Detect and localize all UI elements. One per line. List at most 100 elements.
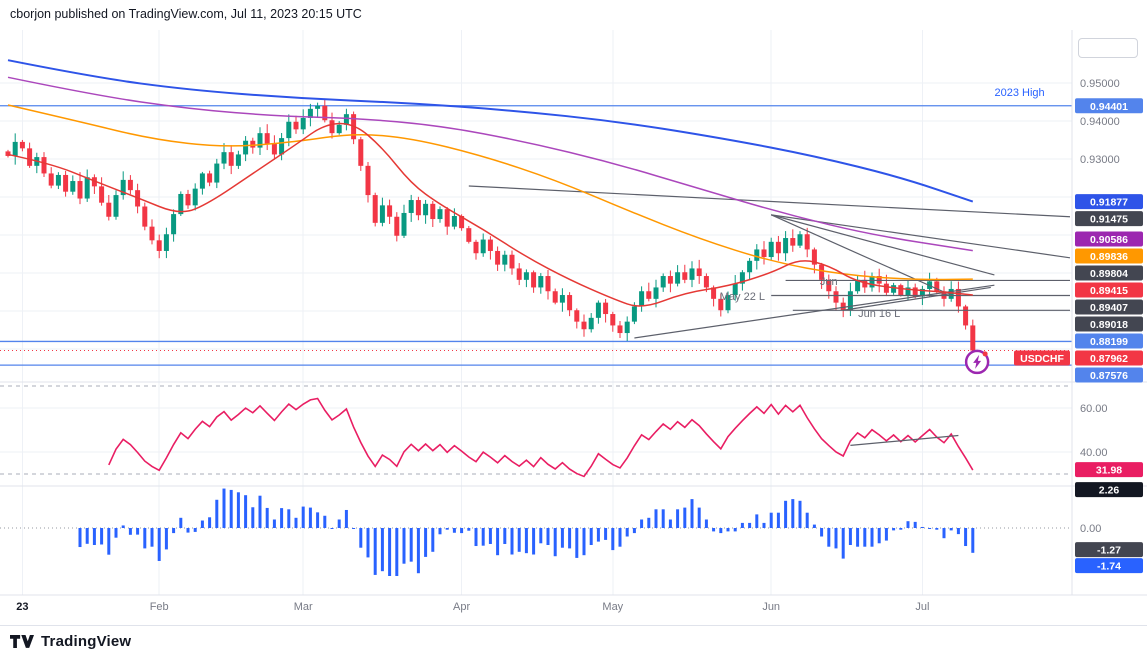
candle[interactable] [675, 272, 681, 284]
candle[interactable] [732, 283, 738, 296]
candle[interactable] [372, 195, 378, 223]
candle[interactable] [63, 174, 69, 192]
candle[interactable] [567, 295, 573, 311]
candle[interactable] [41, 157, 47, 174]
candle[interactable] [235, 154, 241, 166]
candle[interactable] [703, 276, 709, 288]
ma-slow-blue[interactable] [7, 59, 974, 203]
candles[interactable] [5, 99, 976, 353]
candle[interactable] [408, 200, 414, 213]
trendline[interactable] [771, 214, 995, 276]
rsi-line[interactable] [108, 397, 974, 478]
candle[interactable] [631, 306, 637, 322]
candle[interactable] [502, 254, 508, 265]
candle[interactable] [142, 206, 148, 227]
candle[interactable] [315, 105, 321, 109]
price-chart-canvas[interactable]: 0.95000 0.94000 0.93000 60.00 40.00 0.00 23 Feb… [0, 30, 1147, 625]
candle[interactable] [307, 108, 313, 118]
candle[interactable] [970, 325, 976, 351]
candle[interactable] [106, 202, 112, 217]
candle[interactable] [531, 272, 537, 288]
candle[interactable] [660, 276, 666, 288]
candle[interactable] [228, 152, 234, 166]
candle[interactable] [401, 212, 407, 236]
candle[interactable] [955, 288, 961, 307]
candle[interactable] [509, 254, 515, 269]
candle[interactable] [819, 264, 825, 280]
candle[interactable] [192, 188, 198, 206]
candle[interactable] [775, 241, 781, 254]
candle[interactable] [847, 291, 853, 311]
trendline[interactable] [843, 286, 991, 311]
candle[interactable] [891, 285, 897, 293]
candle[interactable] [919, 288, 925, 297]
candle[interactable] [387, 205, 393, 217]
candle[interactable] [480, 239, 486, 254]
candle[interactable] [27, 148, 33, 166]
candle[interactable] [55, 174, 61, 186]
candle[interactable] [149, 226, 155, 241]
candle[interactable] [300, 117, 306, 130]
pane-separators[interactable] [0, 30, 1147, 596]
chart-area[interactable]: 0.95000 0.94000 0.93000 60.00 40.00 0.00 23 Feb… [0, 30, 1147, 625]
candle[interactable] [163, 234, 169, 251]
horizontal-level-lines[interactable] [0, 105, 1072, 366]
candle[interactable] [804, 234, 810, 250]
candle[interactable] [898, 285, 904, 296]
candle[interactable] [459, 216, 465, 229]
candle[interactable] [696, 268, 702, 277]
candle[interactable] [811, 249, 817, 265]
candle[interactable] [559, 295, 565, 303]
candle[interactable] [876, 276, 882, 284]
candle[interactable] [394, 216, 400, 236]
candle[interactable] [653, 287, 659, 299]
candle[interactable] [286, 121, 292, 139]
tradingview-wordmark[interactable]: TradingView [41, 632, 132, 650]
candle[interactable] [19, 141, 25, 149]
tradingview-logo-icon[interactable] [10, 634, 34, 648]
idea-lightning-icon[interactable] [964, 349, 990, 375]
candle[interactable] [797, 234, 803, 246]
candle[interactable] [869, 276, 875, 288]
candle[interactable] [883, 283, 889, 293]
candle[interactable] [48, 173, 54, 186]
candle[interactable] [415, 200, 421, 216]
candle[interactable] [495, 250, 501, 265]
candle[interactable] [77, 181, 83, 199]
candle[interactable] [279, 138, 285, 155]
candle[interactable] [783, 238, 789, 254]
candle[interactable] [243, 140, 249, 155]
candle[interactable] [912, 287, 918, 297]
candle[interactable] [624, 321, 630, 334]
candle[interactable] [768, 241, 774, 258]
candle[interactable] [718, 298, 724, 311]
candle[interactable] [250, 140, 256, 148]
candle[interactable] [91, 177, 97, 187]
candle[interactable] [862, 279, 868, 288]
candle[interactable] [329, 120, 335, 134]
candle[interactable] [840, 302, 846, 311]
candle[interactable] [84, 177, 90, 199]
candle[interactable] [437, 209, 443, 220]
candle[interactable] [185, 193, 191, 206]
candle[interactable] [70, 181, 76, 192]
trendline-drawings[interactable] [468, 185, 1071, 339]
candle[interactable] [423, 203, 429, 216]
candle[interactable] [199, 173, 205, 189]
candle[interactable] [689, 268, 695, 280]
candle[interactable] [343, 114, 349, 125]
candle[interactable] [171, 214, 177, 235]
candle[interactable] [595, 302, 601, 318]
candle[interactable] [257, 133, 263, 148]
candle[interactable] [444, 209, 450, 227]
candle[interactable] [358, 139, 364, 166]
candle[interactable] [855, 279, 861, 292]
candle[interactable] [178, 193, 184, 215]
chart-toolbar-button[interactable] [1078, 38, 1138, 58]
candle[interactable] [552, 291, 558, 303]
candle[interactable] [99, 186, 105, 203]
candle[interactable] [207, 173, 213, 183]
candle[interactable] [905, 287, 911, 296]
candle[interactable] [581, 321, 587, 330]
candle[interactable] [120, 179, 126, 196]
